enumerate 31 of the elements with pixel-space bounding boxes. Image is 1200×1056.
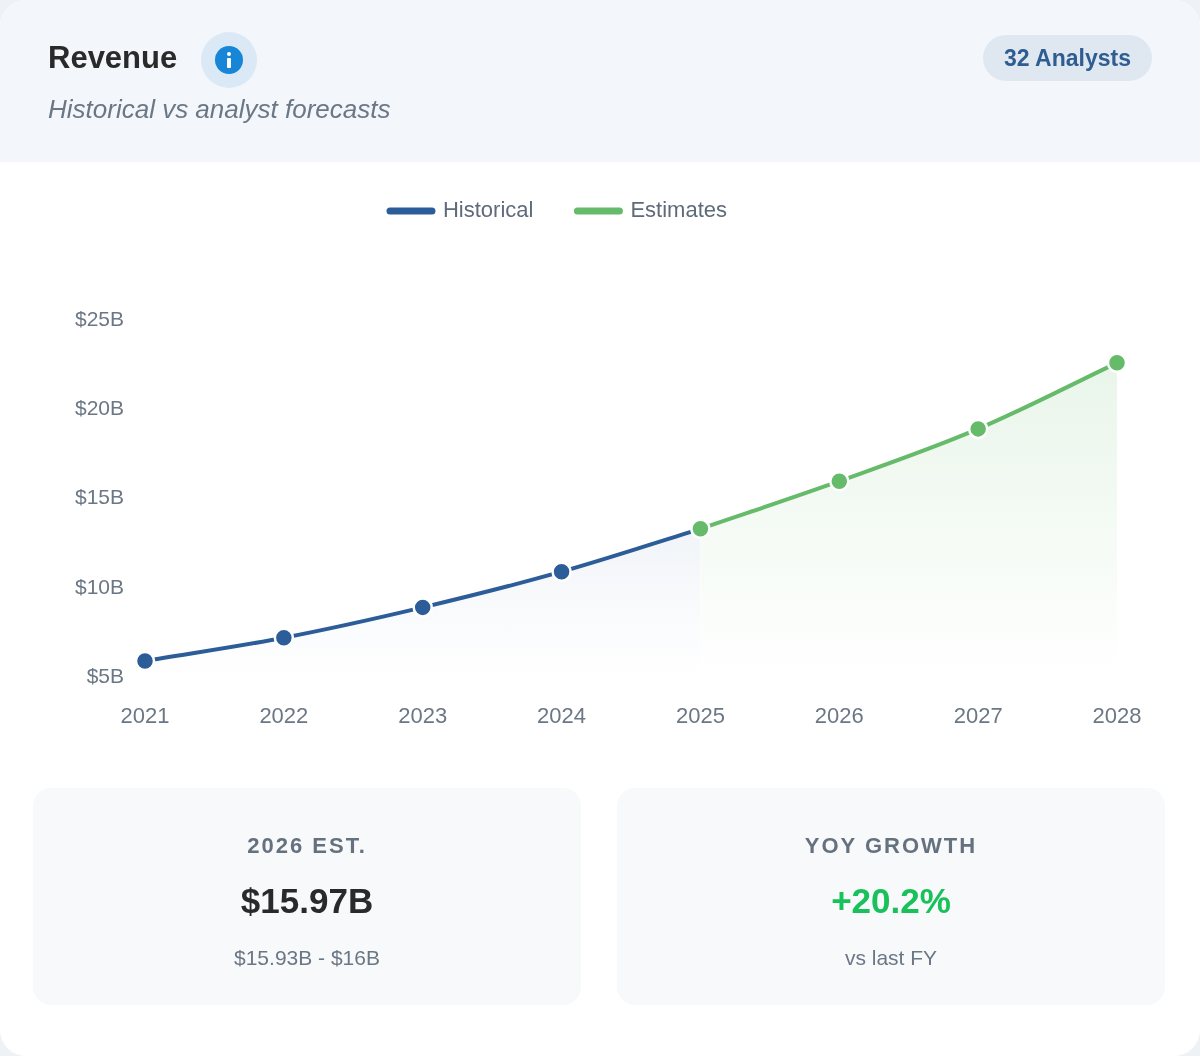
x-tick-label: 2028 — [1092, 703, 1142, 729]
x-tick-label: 2021 — [120, 703, 170, 729]
text: vs last FY — [843, 945, 939, 971]
x-tick-label: 2023 — [398, 703, 448, 729]
point — [1106, 352, 1128, 374]
legend-label: Estimates — [630, 197, 728, 223]
x-tick-label: 2026 — [814, 703, 864, 729]
y-tick-label: $5B — [86, 663, 124, 687]
point — [412, 597, 433, 618]
point — [134, 650, 156, 672]
x-tick-label: 2027 — [953, 703, 1003, 729]
y-tick-label: $15B — [74, 485, 124, 509]
text: $15.93B - $16B — [233, 945, 381, 971]
text: YOY GROWTH — [803, 832, 979, 860]
y-tick-label: $10B — [74, 574, 124, 598]
legend-label: Historical — [442, 197, 534, 223]
point — [273, 627, 295, 648]
text: 2026 EST. — [246, 832, 368, 860]
point — [967, 418, 989, 440]
text: +20.2% — [830, 880, 952, 922]
chart-subtitle: Historical vs analyst forecasts — [48, 93, 391, 125]
chart-title: Revenue — [48, 39, 178, 77]
x-tick-label: 2022 — [259, 703, 309, 729]
point — [551, 561, 572, 582]
x-tick-label: 2025 — [675, 703, 725, 729]
text: 32 Analysts — [983, 35, 1152, 81]
y-tick-label: $20B — [74, 396, 124, 420]
x-tick-label: 2024 — [537, 703, 587, 729]
text: $15.97B — [239, 880, 375, 922]
point — [829, 470, 850, 492]
y-tick-label: $25B — [74, 306, 124, 330]
